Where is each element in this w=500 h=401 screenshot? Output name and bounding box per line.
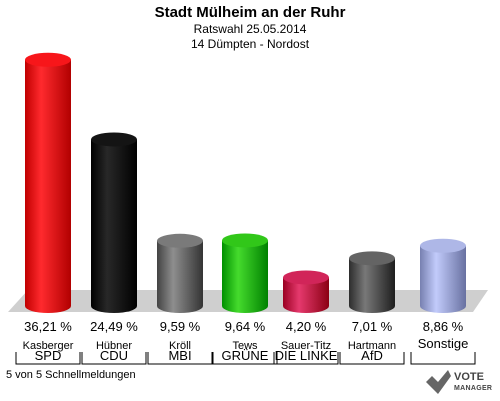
- category-bracket: [147, 352, 213, 365]
- chart-header: Stadt Mülheim an der Ruhr Ratswahl 25.05…: [0, 4, 500, 52]
- bar-body: [283, 277, 329, 313]
- bar-spd: [25, 52, 71, 313]
- party-label: SPD: [35, 348, 62, 363]
- logo-line1: VOTE: [454, 371, 484, 383]
- bar-cap: [222, 233, 268, 248]
- bar-mbi: [157, 233, 203, 313]
- category-bracket: [81, 352, 147, 365]
- bar-cap: [157, 233, 203, 248]
- party-label: Sonstige: [418, 336, 469, 351]
- chart-subtitle-date: Ratswahl 25.05.2014: [193, 22, 307, 36]
- value-label: 8,86 %: [423, 319, 464, 334]
- value-label: 7,01 %: [352, 319, 393, 334]
- party-label: DIE LINKE: [275, 348, 338, 363]
- candidate-label: Hartmann: [348, 340, 396, 352]
- bar-body: [420, 245, 466, 313]
- candidate-label: Kröll: [169, 340, 191, 352]
- value-label: 4,20 %: [286, 319, 327, 334]
- footer-note: 5 von 5 Schnellmeldungen: [6, 369, 136, 381]
- bar-cdu: [91, 132, 137, 313]
- logo-line2: MANAGER: [454, 385, 493, 392]
- bar-body: [349, 258, 395, 313]
- category-bracket: [273, 352, 339, 365]
- bar-body: [157, 240, 203, 313]
- category-bracket: [339, 352, 405, 365]
- chart-subtitle-district: 14 Dümpten - Nordost: [190, 37, 310, 51]
- category-bracket: [212, 352, 278, 365]
- party-label: CDU: [100, 348, 128, 363]
- bar-body: [222, 240, 268, 313]
- bar-body: [25, 59, 71, 313]
- bar-cap: [283, 270, 329, 285]
- candidate-label: Tews: [232, 340, 258, 352]
- category-bracket: [410, 352, 476, 365]
- party-label: GRÜNE: [222, 348, 269, 363]
- chart-title: Stadt Mülheim an der Ruhr: [154, 4, 346, 21]
- checkmark-logo-icon: [426, 370, 451, 394]
- vote-manager-logo: VOTE MANAGER: [424, 368, 496, 398]
- bar-cap: [349, 251, 395, 266]
- candidate-label: Kasberger: [23, 340, 74, 352]
- value-label: 9,64 %: [225, 319, 266, 334]
- bars-layer: [25, 52, 466, 313]
- candidate-label: Sauer-Titz: [281, 340, 331, 352]
- bar-sonstige: [420, 238, 466, 313]
- bar-afd: [349, 251, 395, 313]
- value-label: 24,49 %: [90, 319, 138, 334]
- category-bracket: [15, 352, 81, 365]
- logo-text: VOTE MANAGER: [454, 371, 492, 395]
- party-label: AfD: [361, 348, 383, 363]
- value-label: 9,59 %: [160, 319, 201, 334]
- candidate-label: Hübner: [96, 340, 132, 352]
- value-label: 36,21 %: [24, 319, 72, 334]
- party-label: MBI: [168, 348, 191, 363]
- bar-cap: [420, 238, 466, 253]
- bar-grüne: [222, 233, 268, 313]
- bar-body: [91, 139, 137, 313]
- bar-die-linke: [283, 270, 329, 313]
- bar-cap: [25, 52, 71, 67]
- bar-cap: [91, 132, 137, 147]
